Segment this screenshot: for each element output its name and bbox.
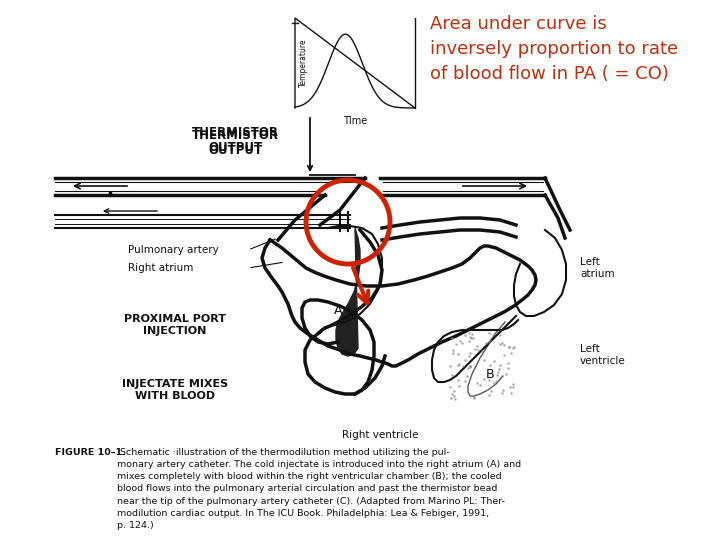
Text: THERMISTOR
OUTPUT: THERMISTOR OUTPUT bbox=[192, 126, 279, 154]
Text: THERMISTOR
OUTPUT: THERMISTOR OUTPUT bbox=[192, 129, 279, 157]
Polygon shape bbox=[336, 228, 360, 356]
Text: Right ventricle: Right ventricle bbox=[342, 430, 418, 440]
Text: Left
atrium: Left atrium bbox=[580, 257, 615, 279]
Text: Left
ventricle: Left ventricle bbox=[580, 344, 626, 366]
Text: TIme: TIme bbox=[343, 116, 367, 126]
Text: A: A bbox=[334, 303, 342, 316]
Text: Temperature: Temperature bbox=[299, 39, 308, 87]
Text: INJECTATE MIXES
WITH BLOOD: INJECTATE MIXES WITH BLOOD bbox=[122, 379, 228, 401]
Text: Pulmonary artery: Pulmonary artery bbox=[128, 245, 219, 255]
Text: Schematic ·illustration of the thermodilution method utilizing the pul-
monary a: Schematic ·illustration of the thermodil… bbox=[117, 448, 521, 530]
Text: Area under curve is
inversely proportion to rate
of blood flow in PA ( = CO): Area under curve is inversely proportion… bbox=[430, 15, 678, 83]
Text: FIGURE 10–1.: FIGURE 10–1. bbox=[55, 448, 126, 457]
Text: B: B bbox=[486, 368, 495, 381]
Text: Right atrium: Right atrium bbox=[128, 263, 194, 273]
Text: PROXIMAL PORT
INJECTION: PROXIMAL PORT INJECTION bbox=[124, 314, 226, 336]
